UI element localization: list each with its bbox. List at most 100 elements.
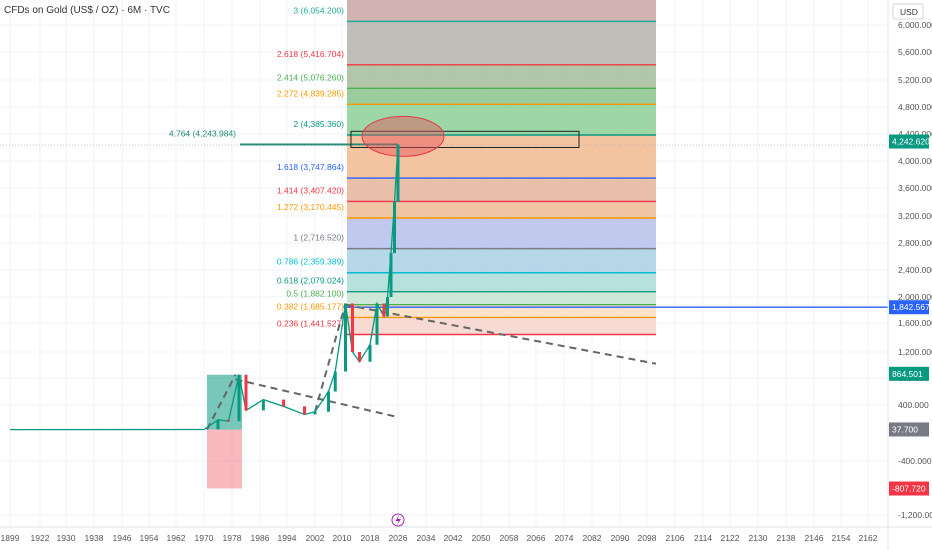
x-tick-label: 1978: [223, 533, 242, 543]
x-tick-label: 1922: [31, 533, 50, 543]
pattern-line[interactable]: [345, 303, 657, 365]
target-box[interactable]: [350, 130, 580, 149]
price-badge-37: [889, 422, 929, 437]
fib-band: [347, 217, 656, 249]
fib-band: [347, 104, 656, 135]
y-tick-label: -400.000: [898, 456, 932, 466]
x-tick-label: 2018: [361, 533, 380, 543]
x-tick-label: 2002: [306, 533, 325, 543]
candle: [244, 374, 248, 411]
candle: [375, 303, 379, 345]
x-tick-label: 2050: [472, 533, 491, 543]
x-tick-label: 1962: [167, 533, 186, 543]
pattern-line[interactable]: [314, 303, 347, 413]
y-tick-label: 2,800.000: [898, 238, 932, 248]
price-badge-current-text: 4,242.620: [892, 137, 930, 147]
price-badge-1842-text: 1,842.567: [892, 302, 930, 312]
price-badge-neg-text: -807.720: [892, 484, 926, 494]
price-badge-neg: [889, 481, 929, 496]
candle: [261, 399, 265, 411]
y-tick-label: 5,200.000: [898, 75, 932, 85]
fib-band: [347, 0, 656, 22]
x-tick-label: 2122: [721, 533, 740, 543]
y-tick-label: 1,200.000: [898, 347, 932, 357]
candle: [303, 406, 306, 415]
target-ellipse[interactable]: [361, 115, 445, 157]
price-badge-864-text: 864.501: [892, 369, 923, 379]
candle: [396, 144, 400, 202]
fib-level-label: 0.236 (1,441.527): [277, 318, 344, 328]
pattern-line[interactable]: [206, 374, 237, 430]
x-tick-label: 2146: [805, 533, 824, 543]
price-badge-864: [889, 366, 929, 381]
y-tick-label: 4,800.000: [898, 102, 932, 112]
fib-level-label: 2.272 (4,839.285): [277, 88, 344, 98]
x-tick-label: 2130: [749, 533, 768, 543]
x-tick-label: 2162: [859, 533, 878, 543]
candle: [333, 371, 337, 392]
fib-band: [347, 88, 656, 105]
fib-level-label: 1.618 (3,747.864): [277, 162, 344, 172]
grid-layer: [0, 0, 888, 527]
y-tick-label: 400.000: [898, 400, 929, 410]
fib-level-label: 3 (6,054.200): [293, 5, 344, 15]
pattern-line[interactable]: [235, 378, 399, 419]
countdown-bg: [889, 148, 929, 158]
fib-band: [347, 248, 656, 273]
fib-band: [347, 178, 656, 202]
position-loss-box[interactable]: [207, 429, 242, 489]
x-tick-label: 2098: [638, 533, 657, 543]
candle: [393, 202, 396, 254]
x-tick-label: 1986: [251, 533, 270, 543]
fib-level-label: 0.618 (2,079.024): [277, 276, 344, 286]
x-tick-label: 2058: [500, 533, 519, 543]
candle: [386, 297, 389, 317]
x-tick-label: 2066: [527, 533, 546, 543]
level-label-4764: 4.764 (4,243.984): [169, 129, 236, 139]
x-tick-label: 1930: [57, 533, 76, 543]
x-tick-label: 2074: [555, 533, 574, 543]
x-tick-label: 1899: [1, 533, 20, 543]
fib-level-label: 2 (4,385.360): [293, 119, 344, 129]
candle: [327, 391, 330, 412]
x-tick-label: 2090: [611, 533, 630, 543]
candle: [351, 303, 354, 352]
fib-level-label: 2.414 (5,076.260): [277, 72, 344, 82]
price-line: [9, 144, 399, 431]
fib-band: [347, 201, 656, 218]
currency-button[interactable]: [892, 3, 924, 20]
candle: [368, 344, 372, 362]
x-tick-label: 1946: [113, 533, 132, 543]
candle: [282, 399, 286, 407]
x-tick-label: 1994: [278, 533, 297, 543]
countdown-label: 3M 16d: [897, 148, 922, 157]
price-badge-37-text: 37.700: [892, 424, 918, 434]
y-tick-label: 2,000.000: [898, 292, 932, 302]
fib-retracement-tool[interactable]: 3 (6,054.200) 2.618 (5,416.704) 2.414 (5,0…: [277, 0, 656, 336]
candle: [216, 419, 220, 430]
currency-label: USD: [900, 7, 918, 17]
y-tick-label: 2,400.000: [898, 265, 932, 275]
x-tick-label: 1938: [85, 533, 104, 543]
y-tick-label: 3,600.000: [898, 183, 932, 193]
price-series: [9, 144, 400, 431]
fib-band: [347, 64, 656, 89]
lightning-icon: [395, 515, 401, 525]
fib-band: [347, 21, 656, 65]
chart-title: CFDs on Gold (US$ / OZ) · 6M · TVC: [4, 5, 170, 16]
fib-level-label: 0.382 (1,685.177): [277, 301, 344, 311]
fib-level-label: 1 (2,716.520): [293, 233, 344, 243]
x-tick-label: 2034: [417, 533, 436, 543]
candle: [389, 253, 393, 297]
candle: [344, 303, 347, 372]
y-tick-label: 5,600.000: [898, 47, 932, 57]
x-tick-label: 2042: [444, 533, 463, 543]
x-tick-label: 2106: [666, 533, 685, 543]
fib-level-label: 1.414 (3,407.420): [277, 185, 344, 195]
x-tick-label: 1954: [140, 533, 159, 543]
fib-level-label: 2.618 (5,416.704): [277, 49, 344, 59]
y-tick-label: 1,600.000: [898, 318, 932, 328]
candle: [313, 411, 317, 415]
